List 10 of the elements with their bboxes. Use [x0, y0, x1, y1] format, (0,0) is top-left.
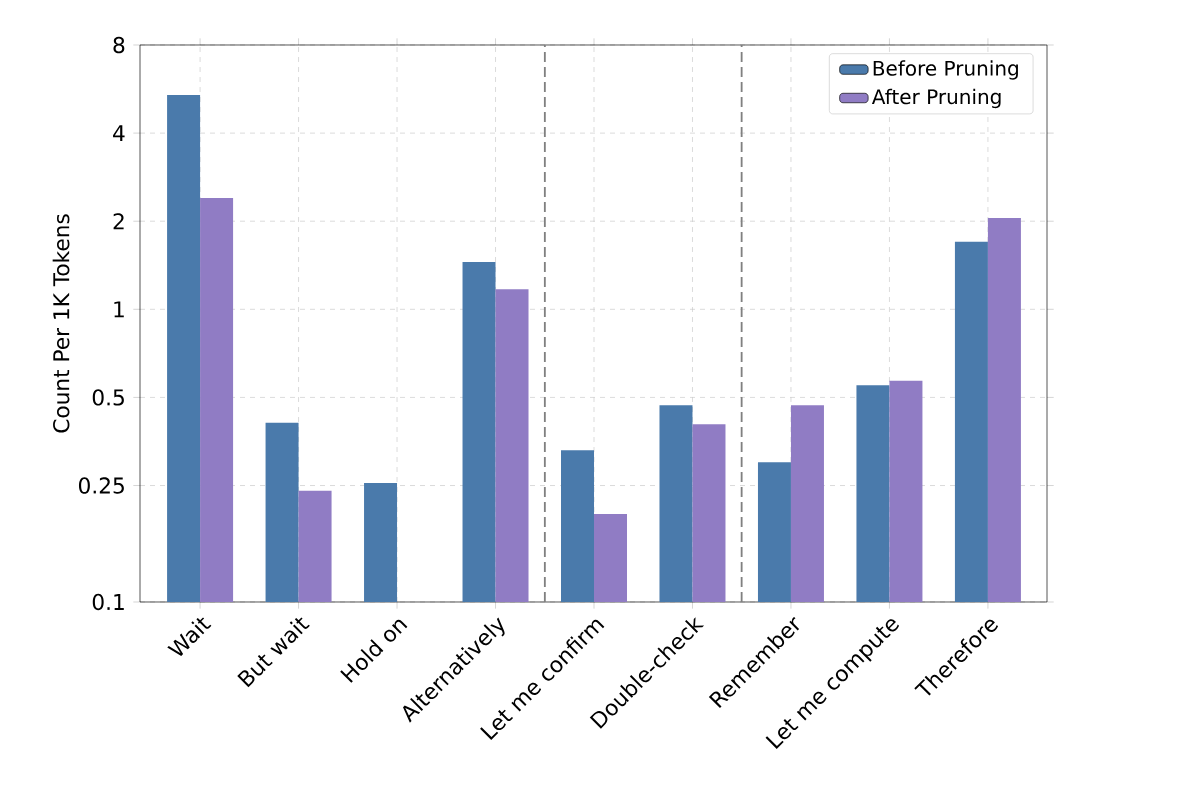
y-tick-label: 2	[113, 213, 124, 230]
y-tick-label: 8	[113, 36, 125, 54]
y-axis-title: Count Per 1K Tokens	[52, 214, 70, 433]
y-tick-label: 0.5	[92, 389, 124, 406]
legend-label: Before Pruning	[873, 60, 1018, 80]
y-tick-label: 1	[114, 301, 124, 318]
y-tick-label: 0.25	[78, 477, 124, 494]
y-tick-label: 0.1	[92, 593, 124, 611]
y-tick-label: 4	[113, 125, 125, 141]
legend-label: After Pruning	[871, 88, 1001, 109]
